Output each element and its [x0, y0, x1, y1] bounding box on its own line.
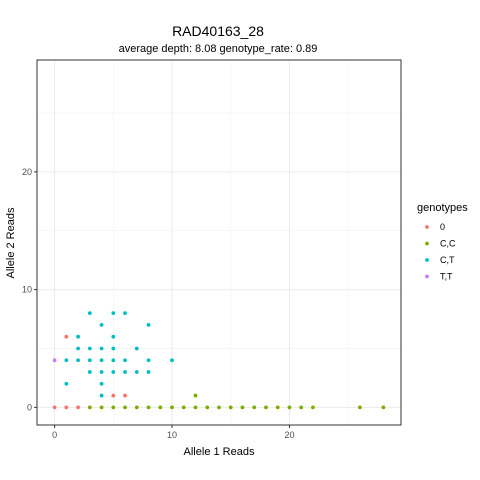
data-point	[64, 334, 69, 339]
data-point	[111, 358, 116, 363]
chart-title: RAD40163_28	[172, 23, 264, 39]
plot-border	[36, 59, 402, 426]
data-point	[52, 358, 57, 363]
data-point	[170, 405, 174, 410]
data-point	[87, 358, 92, 363]
data-point	[64, 405, 69, 410]
data-point	[64, 358, 69, 363]
data-point	[252, 405, 257, 410]
data-point	[311, 405, 315, 410]
data-point	[99, 323, 104, 327]
data-point	[217, 405, 221, 410]
y-tick-label: 10	[22, 285, 32, 295]
data-point	[99, 346, 104, 351]
data-point	[87, 405, 92, 410]
data-point	[193, 405, 198, 410]
y-axis: 0 10 20	[22, 167, 37, 412]
x-tick-label: 10	[167, 430, 177, 440]
major-gridlines	[37, 60, 401, 425]
data-point	[111, 405, 116, 410]
minor-gridlines	[37, 60, 401, 425]
data-point	[134, 346, 139, 351]
legend-title: genotypes	[417, 202, 468, 214]
data-point	[99, 370, 104, 374]
data-point	[146, 405, 151, 410]
data-points	[52, 311, 386, 410]
data-point	[123, 393, 127, 398]
data-point	[64, 381, 69, 386]
data-point	[287, 405, 292, 410]
y-tick-label: 20	[22, 167, 32, 177]
x-axis: 0 10 20	[52, 425, 294, 440]
data-point	[123, 370, 127, 374]
legend-key	[425, 241, 429, 246]
data-point	[205, 405, 210, 410]
x-tick-label: 20	[284, 430, 294, 440]
legend-label: T,T	[440, 272, 453, 282]
data-point	[134, 370, 139, 374]
data-point	[123, 405, 127, 410]
data-point	[193, 393, 198, 398]
data-point	[111, 334, 116, 339]
data-point	[76, 334, 80, 339]
data-point	[87, 311, 92, 316]
data-point	[123, 358, 127, 363]
data-point	[111, 393, 116, 398]
data-point	[146, 323, 151, 327]
legend-key	[425, 274, 429, 279]
data-point	[87, 370, 92, 374]
data-point	[76, 346, 80, 351]
data-point	[146, 358, 151, 363]
data-point	[99, 381, 104, 386]
data-point	[181, 405, 186, 410]
data-point	[76, 358, 80, 363]
data-point	[134, 405, 139, 410]
data-point	[358, 405, 362, 410]
data-point	[146, 370, 151, 374]
data-point	[264, 405, 268, 410]
data-point	[111, 346, 116, 351]
x-tick-label: 0	[52, 430, 57, 440]
data-point	[111, 370, 116, 374]
plot-panel	[37, 60, 401, 425]
legend-key	[425, 225, 429, 229]
data-point	[275, 405, 280, 410]
legend-label: C,C	[440, 239, 456, 249]
legend-label: 0	[440, 222, 445, 232]
data-point	[111, 311, 116, 316]
data-point	[76, 405, 80, 410]
y-axis-title: Allele 2 Reads	[5, 207, 17, 278]
data-point	[99, 358, 104, 363]
x-axis-title: Allele 1 Reads	[184, 446, 255, 458]
y-tick-label: 0	[27, 402, 32, 412]
chart-subtitle: average depth: 8.08 genotype_rate: 0.89	[119, 43, 318, 55]
data-point	[87, 346, 92, 351]
data-point	[99, 393, 104, 398]
data-point	[240, 405, 245, 410]
legend: genotypes 0 C,C C,T T,T	[417, 202, 468, 282]
legend-label: C,T	[440, 255, 455, 265]
data-point	[228, 405, 233, 410]
data-point	[381, 405, 386, 410]
data-point	[99, 405, 104, 410]
data-point	[299, 405, 304, 410]
data-point	[123, 311, 127, 316]
data-point	[158, 405, 163, 410]
legend-key	[425, 258, 429, 262]
data-point	[170, 358, 174, 363]
data-point	[52, 405, 57, 410]
